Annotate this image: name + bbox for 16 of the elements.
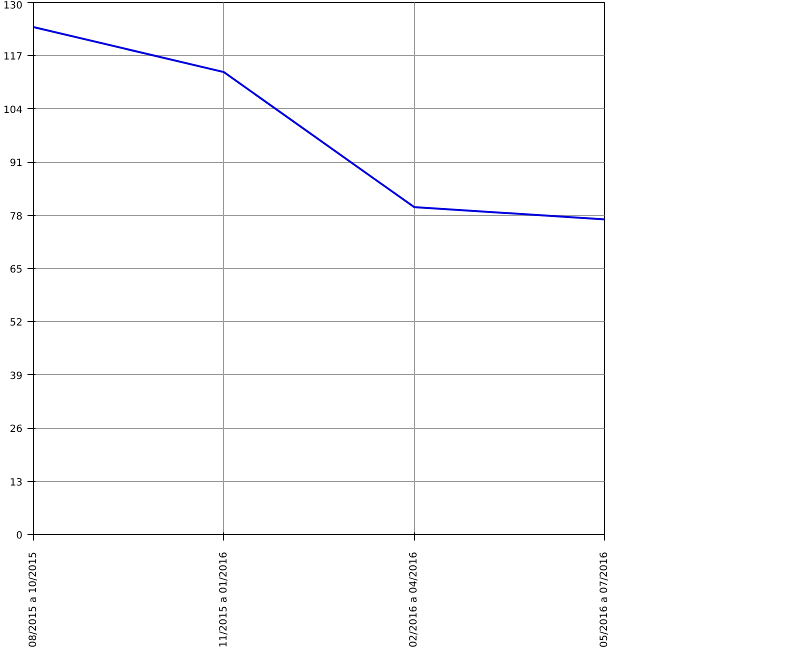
y-tick-label: 26 (10, 424, 23, 436)
x-tick-label: 02/2016 a 04/2016 (408, 552, 420, 648)
y-tick-label: 52 (10, 318, 23, 329)
y-tick-label: 104 (3, 104, 23, 116)
x-tick-label: 11/2015 a 01/2016 (218, 552, 230, 648)
line-series (34, 26, 604, 220)
y-tick-label: 39 (10, 370, 23, 382)
x-tick-label: 08/2015 a 10/2015 (28, 552, 39, 648)
y-tick-label: 91 (10, 158, 23, 170)
y-tick-label: 13 (10, 477, 23, 488)
y-tick-label: 130 (3, 0, 23, 12)
x-tick-label: 05/2016 a 07/2016 (599, 552, 610, 648)
y-tick-label: 65 (10, 264, 23, 276)
y-tick-label: 78 (10, 211, 23, 222)
y-tick-label: 117 (3, 52, 23, 63)
y-tick-label: 0 (16, 530, 23, 542)
